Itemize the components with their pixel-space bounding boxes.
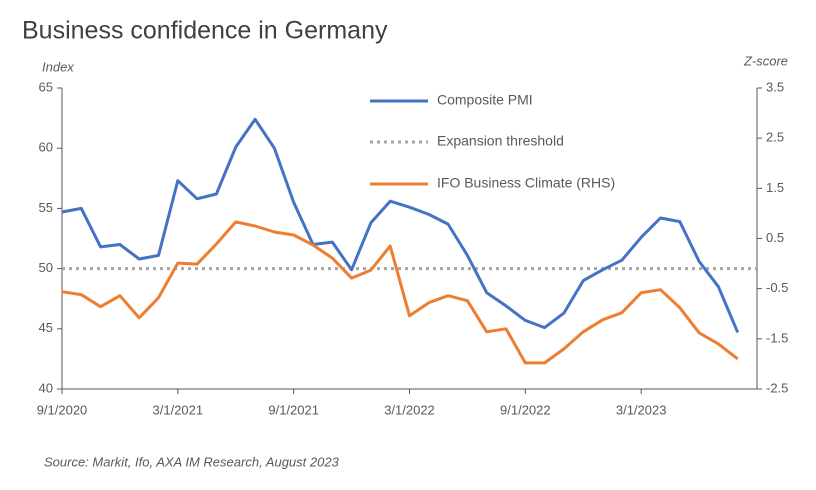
series-line bbox=[61, 117, 740, 333]
y-tick-label: 60 bbox=[39, 140, 53, 155]
x-tick-label: 3/1/2021 bbox=[153, 402, 204, 417]
x-tick-label: 9/1/2022 bbox=[500, 402, 551, 417]
x-tick-label: 9/1/2021 bbox=[268, 402, 319, 417]
y2-tick-label: 3.5 bbox=[766, 79, 784, 94]
y-tick-label: 45 bbox=[39, 320, 53, 335]
y2-tick-label: -2.5 bbox=[766, 380, 788, 395]
x-tick-label: 3/1/2022 bbox=[384, 402, 435, 417]
y2-tick-label: -0.5 bbox=[766, 280, 788, 295]
legend-label: Expansion threshold bbox=[437, 133, 564, 149]
legend-label: Composite PMI bbox=[437, 92, 533, 108]
y-tick-label: 40 bbox=[39, 380, 53, 395]
x-tick-label: 3/1/2023 bbox=[616, 402, 667, 417]
y2-tick-label: 0.5 bbox=[766, 230, 784, 245]
chart-title: Business confidence in Germany bbox=[22, 17, 388, 45]
y2-tick-label: 2.5 bbox=[766, 130, 784, 145]
y-tick-label: 50 bbox=[39, 260, 53, 275]
y2-tick-label: 1.5 bbox=[766, 180, 784, 195]
y2-tick-label: -1.5 bbox=[766, 330, 788, 345]
source-note: Source: Markit, Ifo, AXA IM Research, Au… bbox=[44, 454, 340, 469]
y2-axis-label: Z-score bbox=[743, 53, 788, 68]
series-line bbox=[61, 220, 739, 365]
x-tick-label: 9/1/2020 bbox=[37, 402, 88, 417]
legend-label: IFO Business Climate (RHS) bbox=[437, 175, 615, 191]
y-axis-label: Index bbox=[42, 59, 74, 74]
y-tick-label: 65 bbox=[39, 79, 53, 94]
y-tick-label: 55 bbox=[39, 200, 53, 215]
